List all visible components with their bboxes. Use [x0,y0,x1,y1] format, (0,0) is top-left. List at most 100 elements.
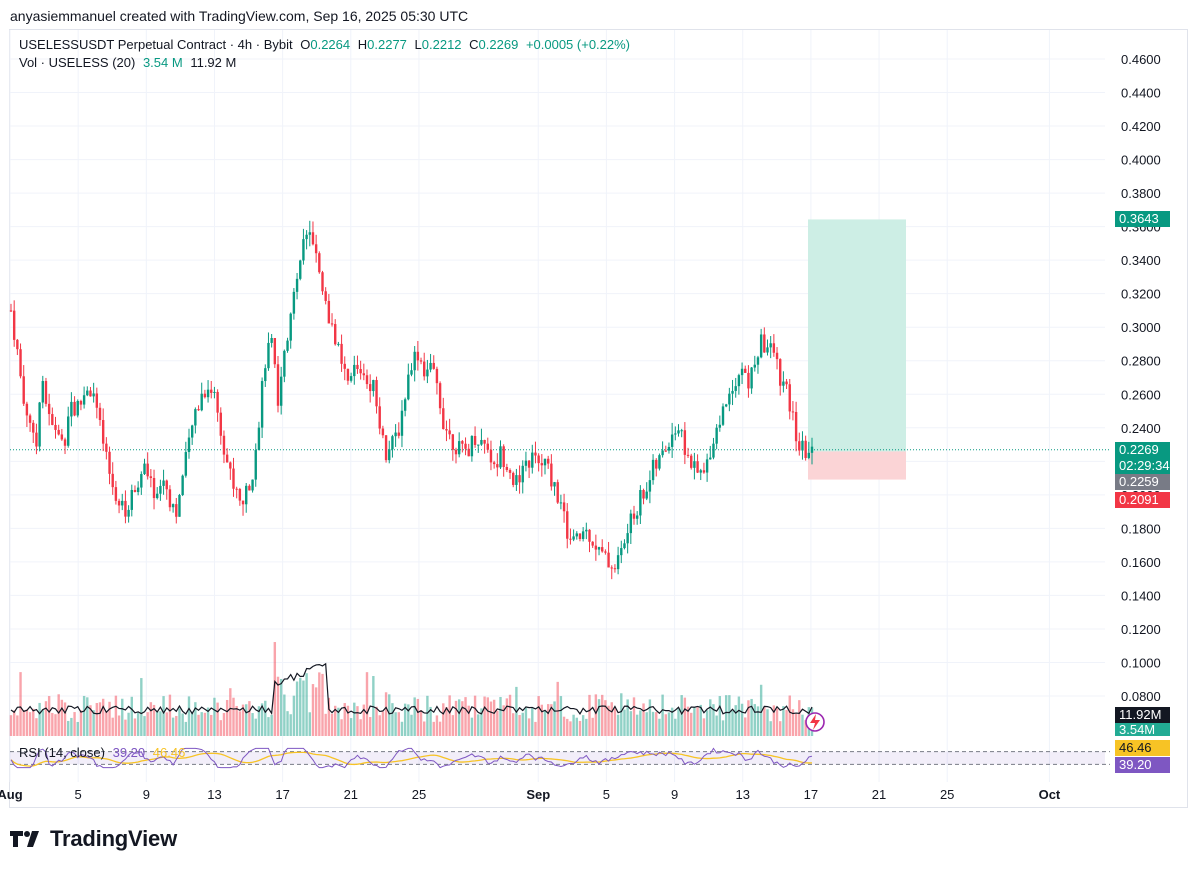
symbol-legend: USELESSUSDT Perpetual Contract · 4h · By… [19,37,631,52]
candle-body [610,567,613,569]
volume-bar [686,706,690,736]
candle-body [451,434,455,450]
volume-bar [432,721,435,736]
candle-body [238,488,242,501]
volume-bar [143,716,146,736]
volume-bar [165,712,168,736]
volume-bar [67,720,70,736]
candle-body [22,376,25,404]
volume-bar [286,711,289,736]
volume-bar [683,697,687,736]
candle-body [400,410,404,436]
candle-body [467,448,470,457]
candle-body [721,406,725,425]
volume-bar [98,702,102,736]
volume-bar [162,696,165,736]
candle-body [210,389,213,393]
volume-bar [788,695,791,736]
candle-body [397,432,400,436]
volume-bar [794,713,798,736]
volume-bar [677,708,680,736]
volume-bar [667,712,671,736]
candle-body [505,466,509,471]
chart-credit: anyasiemmanuel created with TradingView.… [10,8,469,24]
volume-bar [562,716,566,736]
candle-body [756,357,760,365]
candle-body [667,446,671,451]
candle-body [686,454,690,456]
candle-body [709,457,712,460]
rsi-line [10,747,813,769]
volume-bar [114,695,118,736]
candle-body [318,253,321,273]
volume-bar [267,717,270,736]
candle-body [308,232,311,235]
volume-bar [492,699,496,736]
volume-value: 3.54 M [142,55,183,70]
candle-body [375,380,378,407]
volume-bar [206,707,210,736]
volume-bar [89,705,92,736]
volume-bar [670,707,674,736]
candle-body [365,375,369,385]
volume-bar [769,721,772,736]
candle-body [289,313,292,341]
price-tick-label: 0.3800 [1121,186,1161,201]
volume-bar [591,717,594,736]
volume-bar [190,711,194,736]
candle-body [105,443,108,452]
candle-body [655,459,658,469]
candle-body [222,435,226,455]
volume-bar [658,718,661,736]
candle-body [597,547,601,550]
candle-body [381,428,385,436]
candle-body [601,547,604,552]
volume-bar [73,712,76,736]
candle-body [388,449,391,461]
candle-body [635,515,639,519]
candle-body [502,446,505,467]
candle-body [254,450,257,480]
candle-body [604,551,607,553]
volume-bar [470,717,474,736]
volume-bar [724,695,728,736]
volume-bar [270,715,273,736]
volume-bar [610,702,613,736]
time-tick-label: 13 [735,787,749,802]
candle-body [566,511,569,539]
volume-bar [19,672,22,736]
volume-bar [718,696,722,736]
volume-bar [276,676,280,736]
candle-body [658,455,661,469]
candle-body [445,429,448,431]
volume-bar [279,678,283,736]
candle-body [327,300,331,324]
tradingview-logo[interactable]: TradingView [10,826,177,852]
candle-body [512,472,515,485]
candle-body [124,500,127,517]
volume-bar [759,684,763,736]
candle-body [133,489,137,493]
volume-bar [559,696,563,736]
candle-body [744,368,747,373]
volume-bars [9,642,814,736]
candle-body [32,422,35,433]
price-tick-label: 0.1000 [1121,655,1161,670]
candle-body [524,460,528,466]
volume-bar [737,696,741,736]
volume-bar [534,721,537,736]
candle-body [724,404,728,407]
candle-body [206,389,210,398]
candle-body [807,452,811,458]
volume-bar [407,704,410,736]
candle-body [343,363,346,369]
volume-bar [156,711,159,736]
target-zone [808,219,906,452]
candle-body [683,430,687,455]
open-value: 0.2264 [310,37,351,52]
price-tick-label: 0.3200 [1121,287,1161,302]
candle-body [403,399,407,411]
candle-body [260,381,264,428]
volume-bar [356,706,359,736]
